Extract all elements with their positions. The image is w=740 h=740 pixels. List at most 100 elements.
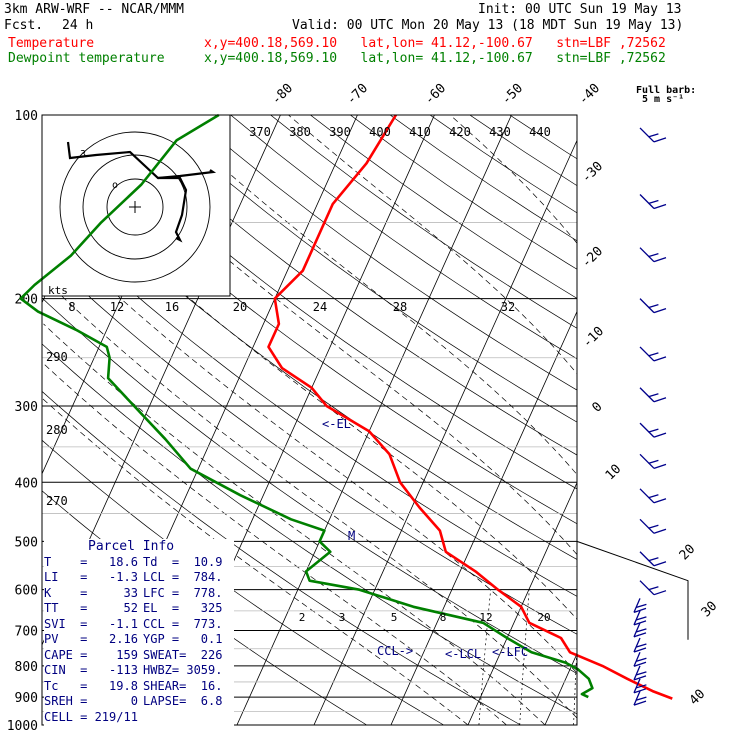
temperature-tick-label: -30 <box>579 159 606 186</box>
parcel-right-value: EL = 325 <box>143 601 223 615</box>
wind-barb <box>633 598 647 613</box>
parcel-row: CELL = 219/11 <box>44 710 234 726</box>
mixing-ratio-label: 5 <box>391 611 398 624</box>
hodo-tick-label: 28 <box>393 300 407 314</box>
parcel-left-value: SREH = 0 <box>44 694 138 708</box>
dry-adiabat <box>310 115 577 299</box>
parcel-left-value: SVI = -1.1 <box>44 616 138 631</box>
temperature-tick-label: -10 <box>580 324 607 351</box>
parcel-right-value: SHEAR= 16. <box>143 678 223 693</box>
dry-adiabat <box>509 115 577 160</box>
theta-side-label: 280 <box>46 423 68 437</box>
wind-barb <box>639 247 667 263</box>
hodo-tick-label: 12 <box>110 300 124 314</box>
temperature-tick-label: 40 <box>687 687 709 709</box>
dry-adiabat <box>230 115 577 360</box>
wind-barb <box>633 610 647 626</box>
wind-barb <box>633 637 647 653</box>
temperature-tick-label: -70 <box>344 81 371 108</box>
parcel-left-value: CIN = -113 <box>44 663 138 677</box>
moist-adiabat <box>119 163 577 556</box>
temperature-tick-label: -60 <box>422 81 449 108</box>
hodo-tick-label: 32 <box>501 300 515 314</box>
temperature-tick-label: -80 <box>269 81 296 108</box>
temperature-legend: Temperature <box>8 36 95 51</box>
theta-label: 400 <box>369 125 391 139</box>
wind-barb <box>639 298 667 314</box>
theta-side-label: 270 <box>46 494 68 508</box>
parcel-right-value: YGP = 0.1 <box>143 632 223 646</box>
wind-barb <box>639 488 667 504</box>
moist-adiabat <box>42 397 469 725</box>
barb-scale-title: Full barb: <box>636 85 697 96</box>
wind-barb <box>633 622 647 638</box>
wind-barb <box>639 580 667 596</box>
parcel-left-value: CELL = 219/11 <box>44 709 138 724</box>
temperature-tick-label: 20 <box>677 542 699 564</box>
parcel-row: SVI = -1.1 CCL = 773. <box>44 617 234 633</box>
parcel-info-panel: Parcel Info T = 18.6 Td = 10.9 LI = -1.3 LC… <box>44 539 234 729</box>
moist-adiabat <box>103 222 577 620</box>
parcel-row: K = 33 LFC = 778. <box>44 586 234 602</box>
wind-barb <box>639 453 667 469</box>
parcel-right-value: Td = 10.9 <box>143 554 223 569</box>
hodo-tick-label: 16 <box>165 300 179 314</box>
parcel-row: LI = -1.3 LCL = 784. <box>44 570 234 586</box>
parcel-right-value: LCL = 784. <box>143 570 223 584</box>
parcel-right-value: SWEAT= 226 <box>143 647 223 662</box>
theta-label: 370 <box>249 125 271 139</box>
hodograph: 3 o <box>41 114 231 297</box>
parcel-left-value: CAPE = 159 <box>44 647 138 662</box>
dewpoint-line <box>19 113 594 699</box>
temperature-tick-label: -40 <box>576 81 603 108</box>
init-time: Init: 00 UTC Sun 19 May 13 <box>478 2 682 17</box>
parcel-left-value: PV = 2.16 <box>44 632 138 646</box>
dry-adiabat <box>190 115 577 391</box>
wind-barb <box>639 422 667 438</box>
wind-barb <box>633 652 647 667</box>
parcel-right-value: LAPSE= 6.8 <box>143 694 223 708</box>
barb-scale-unit: 5 m s⁻¹ <box>642 94 685 105</box>
pressure-tick-label: 300 <box>15 400 38 415</box>
theta-label: 410 <box>409 125 431 139</box>
theta-label: 390 <box>329 125 351 139</box>
isotherm <box>313 139 577 725</box>
pressure-tick-label: 400 <box>15 476 38 491</box>
wind-barb <box>633 690 647 706</box>
temperature-info: x,y=400.18,569.10 lat,lon= 41.12,-100.67… <box>204 36 666 51</box>
dry-adiabat <box>350 115 577 270</box>
annotation-lcl: <-LCL <box>445 647 481 661</box>
theta-label: 380 <box>289 125 311 139</box>
temperature-tick-label: 10 <box>603 462 625 484</box>
mixing-ratio-label: 20 <box>537 611 550 624</box>
hodo-tick-label: 8 <box>68 300 75 314</box>
parcel-left-value: K = 33 <box>44 585 138 600</box>
temperature-tick-label: 0 <box>589 399 605 415</box>
annotation-el: <-EL <box>322 417 351 431</box>
valid-time: Valid: 00 UTC Mon 20 May 13 (18 MDT Sun … <box>292 18 684 33</box>
isotherm <box>467 481 577 725</box>
parcel-row: T = 18.6 Td = 10.9 <box>44 555 234 571</box>
parcel-row: CIN = -113 HWBZ= 3059. <box>44 663 234 679</box>
mixing-ratio-line <box>626 590 630 725</box>
parcel-left-value: T = 18.6 <box>44 554 138 569</box>
dewpoint-legend: Dewpoint temperature <box>8 51 165 66</box>
parcel-row: SREH = 0 LAPSE= 6.8 <box>44 694 234 710</box>
pressure-tick-label: 900 <box>15 691 38 706</box>
moist-adiabat <box>49 284 577 719</box>
isotherm <box>390 310 577 725</box>
parcel-left-value: LI = -1.3 <box>44 570 138 584</box>
parcel-row: TT = 52 EL = 325 <box>44 601 234 617</box>
parcel-row: PV = 2.16 YGP = 0.1 <box>44 632 234 648</box>
moist-adiabat <box>449 115 577 244</box>
pressure-tick-label: 700 <box>15 625 38 640</box>
parcel-left-value: Tc = 19.8 <box>44 678 138 693</box>
temperature-line <box>267 114 673 700</box>
wind-barb <box>639 551 667 567</box>
theta-label: 420 <box>449 125 471 139</box>
pressure-tick-label: 600 <box>15 584 38 599</box>
parcel-right-value: CCL = 773. <box>143 616 223 631</box>
lower-boundary <box>576 540 689 640</box>
wind-barb <box>633 678 647 694</box>
